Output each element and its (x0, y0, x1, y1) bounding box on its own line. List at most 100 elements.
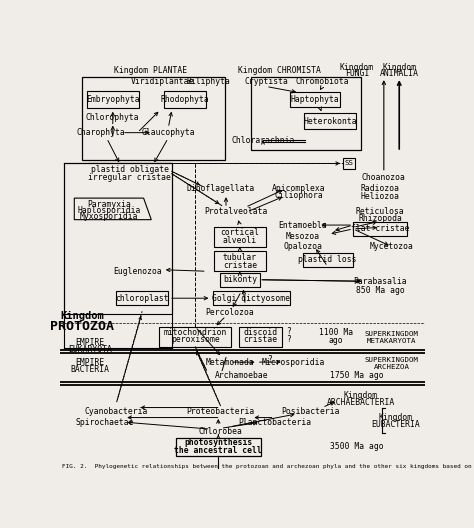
Text: Kingdom: Kingdom (340, 63, 374, 72)
Text: plastid obligate: plastid obligate (91, 165, 169, 174)
Bar (176, 438, 261, 456)
Bar (213, 291, 290, 305)
Text: cristae: cristae (244, 335, 278, 344)
Text: ANIMALIA: ANIMALIA (380, 69, 419, 78)
Text: Chlorobea: Chlorobea (199, 427, 243, 436)
Text: Proteobacteria: Proteobacteria (186, 407, 255, 416)
Text: Paramyxia: Paramyxia (87, 200, 131, 209)
Text: Planctobacteria: Planctobacteria (238, 418, 311, 427)
Bar (239, 327, 282, 347)
Bar (302, 253, 353, 267)
Text: 1750 Ma ago: 1750 Ma ago (330, 371, 383, 380)
Text: Kingdom: Kingdom (60, 311, 104, 321)
Bar (353, 222, 407, 236)
Text: Biliphyta: Biliphyta (186, 77, 230, 86)
Text: FUNGI: FUNGI (345, 69, 369, 78)
Text: Microsporidia: Microsporidia (262, 357, 326, 366)
Text: Haplosporidia: Haplosporidia (77, 206, 141, 215)
Text: Cyanobacteria: Cyanobacteria (85, 407, 148, 416)
Text: Apicomplexa: Apicomplexa (273, 184, 326, 193)
Text: Kingdom: Kingdom (382, 63, 416, 72)
Text: mitochondrion: mitochondrion (164, 327, 227, 336)
Bar (164, 91, 206, 108)
Text: Viridiplantae: Viridiplantae (130, 77, 194, 86)
Text: ?: ? (286, 335, 291, 344)
Text: Percolozoa: Percolozoa (205, 308, 254, 317)
Text: Glaucophyta: Glaucophyta (141, 128, 195, 137)
Text: Chlorophyta: Chlorophyta (86, 113, 140, 122)
Bar (64, 164, 172, 314)
Text: METAKARYOTA: METAKARYOTA (367, 338, 416, 344)
Text: Ciliophora: Ciliophora (275, 191, 324, 200)
Text: Heliozoa: Heliozoa (361, 192, 400, 201)
Text: Heterokonta: Heterokonta (303, 117, 357, 126)
Text: Euglenozoa: Euglenozoa (113, 267, 162, 276)
Text: Kingdom: Kingdom (378, 413, 412, 422)
Text: Spirochaetae: Spirochaetae (76, 418, 134, 427)
Text: Metamonada: Metamonada (205, 357, 254, 366)
Text: chloroplast: chloroplast (115, 294, 169, 303)
Text: Kingdom: Kingdom (344, 391, 378, 401)
Text: Opalozoa: Opalozoa (283, 242, 322, 251)
Bar (159, 327, 231, 347)
Text: Chlorarachnia: Chlorarachnia (231, 136, 295, 145)
Text: irregular cristae: irregular cristae (88, 173, 171, 182)
Text: photosynthesis: photosynthesis (184, 438, 253, 447)
Text: Archamoebae: Archamoebae (215, 371, 268, 380)
Text: SUPERKINGDOM: SUPERKINGDOM (365, 357, 419, 363)
Text: ?: ? (267, 354, 272, 364)
Text: alveoli: alveoli (223, 236, 257, 245)
Text: peroxisome: peroxisome (171, 335, 219, 344)
Bar (304, 114, 356, 129)
Text: EMPIRE: EMPIRE (75, 357, 104, 366)
Text: Entamoebla: Entamoebla (279, 221, 328, 230)
Bar (214, 227, 266, 247)
Text: FIG. 2.  Phylogenetic relationships between the protozoan and archezoan phyla an: FIG. 2. Phylogenetic relationships betwe… (62, 464, 474, 469)
Bar (220, 273, 260, 287)
Text: Rhizopoda: Rhizopoda (358, 214, 402, 223)
Text: Protalveolata: Protalveolata (204, 208, 268, 216)
Text: Haptophyta: Haptophyta (290, 95, 339, 104)
Text: cortical: cortical (220, 228, 259, 237)
Text: 850 Ma ago: 850 Ma ago (356, 286, 404, 295)
Text: 1100 Ma: 1100 Ma (319, 328, 353, 337)
Text: SS: SS (345, 161, 354, 166)
Text: Chromobiota: Chromobiota (295, 77, 349, 86)
Text: Kingdom CHROMISTA: Kingdom CHROMISTA (238, 66, 321, 75)
Text: flat cristae: flat cristae (351, 224, 409, 233)
Text: Posibacteria: Posibacteria (282, 407, 340, 416)
Text: Embryophyta: Embryophyta (86, 95, 140, 104)
Bar (290, 92, 339, 107)
Text: cristae: cristae (223, 261, 257, 270)
Text: 3500 Ma ago: 3500 Ma ago (330, 442, 383, 451)
Text: EUBACTERIA: EUBACTERIA (371, 420, 420, 429)
Text: Charophyta: Charophyta (76, 128, 125, 137)
Text: Radiozoa: Radiozoa (361, 184, 400, 193)
Bar (82, 77, 225, 161)
Bar (87, 91, 139, 108)
Text: plastid loss: plastid loss (298, 255, 357, 264)
Text: Kingdom PLANTAE: Kingdom PLANTAE (114, 66, 187, 75)
Bar (214, 251, 266, 271)
Text: Golgi dictyosome: Golgi dictyosome (212, 294, 291, 303)
Text: Mycetozoa: Mycetozoa (370, 242, 413, 251)
Text: EMPIRE: EMPIRE (75, 338, 104, 347)
Text: Cryptista: Cryptista (244, 77, 288, 86)
Text: bikonty: bikonty (223, 275, 257, 284)
Text: SUPERKINGDOM: SUPERKINGDOM (365, 332, 419, 337)
Bar (88, 164, 171, 184)
Text: EUKARYOTA: EUKARYOTA (68, 345, 112, 354)
Text: ARCHAEBACTERIA: ARCHAEBACTERIA (327, 399, 395, 408)
Text: ago: ago (329, 336, 343, 345)
Text: ?: ? (286, 327, 291, 336)
Text: Dinoflagellata: Dinoflagellata (186, 184, 255, 193)
Text: discoid: discoid (244, 327, 278, 336)
Text: Parabasalia: Parabasalia (353, 277, 407, 286)
Text: tubular: tubular (223, 253, 257, 262)
Bar (251, 77, 361, 149)
Text: Mesozoa: Mesozoa (286, 232, 320, 241)
Bar (116, 291, 168, 305)
Text: Myxosporidia: Myxosporidia (80, 212, 138, 221)
Text: BACTERIA: BACTERIA (70, 364, 109, 373)
Bar (343, 158, 356, 169)
